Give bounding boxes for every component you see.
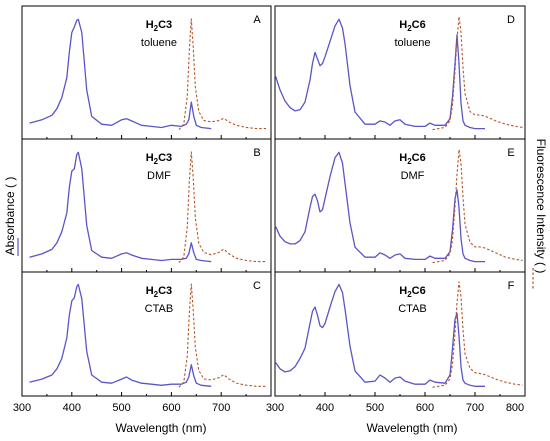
panel-letter: A: [253, 14, 261, 26]
x-tick-label: 300: [13, 402, 31, 414]
compound-label-sub: 2: [154, 290, 159, 299]
compound-label-sub: 2: [407, 157, 412, 166]
y-axis-label-right: Fluorescence Intensity ( ): [534, 139, 548, 274]
panel-letter: B: [253, 147, 260, 159]
panel-a: A H2C3 toluene: [21, 5, 272, 140]
panel-letter: E: [507, 147, 514, 159]
y-axis-label-left: Absorbance ( ): [3, 177, 17, 256]
panel-f: 300 400 500 600 700 800 F H2C6 CTAB: [266, 271, 526, 414]
panel-d: D H2C6 toluene: [274, 5, 526, 140]
x-tick-label: 500: [366, 402, 384, 414]
absorbance-line: [274, 283, 485, 387]
x-tick-label: 700: [466, 402, 484, 414]
compound-label: H2C6: [399, 19, 425, 33]
absorbance-line: [29, 283, 212, 387]
compound-label: H2C6: [399, 152, 425, 166]
compound-label-rest: C3: [158, 152, 172, 164]
compound-label-sub: 2: [154, 24, 159, 33]
solvent-label: toluene: [141, 37, 177, 49]
compound-label-sub: 2: [407, 290, 412, 299]
compound-label-rest: C3: [158, 285, 172, 297]
compound-label: H2C3: [146, 152, 172, 166]
panel-letter: C: [253, 280, 261, 292]
compound-label-sub: 2: [407, 24, 412, 33]
absorbance-line: [274, 18, 485, 130]
compound-label: H2C3: [146, 19, 172, 33]
compound-label-main: H: [146, 19, 154, 31]
x-tick-label: 500: [112, 402, 130, 414]
x-tick-label: 600: [162, 402, 180, 414]
compound-label-main: H: [146, 152, 154, 164]
compound-label-rest: C6: [412, 285, 426, 297]
compound-label-rest: C6: [412, 19, 426, 31]
compound-label-main: H: [146, 285, 154, 297]
absorbance-line: [274, 151, 485, 263]
y-axis-label-right-text: Fluorescence Intensity (: [534, 139, 548, 266]
compound-label-main: H: [399, 285, 407, 297]
panel-e: E H2C6 DMF: [274, 138, 526, 273]
compound-label-main: H: [399, 152, 407, 164]
solvent-label: toluene: [394, 37, 430, 49]
fluorescence-line: [432, 149, 523, 264]
absorbance-line: [29, 151, 212, 263]
compound-label-main: H: [399, 19, 407, 31]
x-tick-label: 700: [212, 402, 230, 414]
x-tick-label: 300: [266, 402, 284, 414]
svg-text:Fluorescence Intensity ( ): Fluorescence Intensity ( ): [534, 139, 548, 274]
x-axis-label-left: Wavelength (nm): [116, 421, 207, 435]
compound-label-rest: C3: [158, 19, 172, 31]
fluorescence-line: [432, 281, 523, 388]
fluorescence-line: [178, 151, 266, 264]
fluorescence-line: [178, 283, 266, 388]
x-tick-label: 600: [416, 402, 434, 414]
solvent-label: DMF: [147, 170, 171, 182]
compound-label-sub: 2: [154, 157, 159, 166]
fluorescence-line: [178, 18, 266, 131]
panel-letter: D: [507, 14, 515, 26]
solvent-label: CTAB: [398, 303, 427, 315]
solvent-label: CTAB: [145, 303, 174, 315]
panel-letter: F: [508, 280, 515, 292]
panel-c: 300 400 500 600 700 C H2C3 CTAB: [13, 271, 272, 414]
compound-label: H2C3: [146, 285, 172, 299]
y-axis-label-left-text: Absorbance (: [3, 184, 17, 255]
fluorescence-line: [432, 16, 523, 131]
x-tick-label: 400: [63, 402, 81, 414]
absorbance-line: [29, 18, 212, 130]
panel-b: B H2C3 DMF: [21, 138, 272, 273]
solvent-label: DMF: [401, 170, 425, 182]
x-tick-label: 800: [506, 402, 524, 414]
compound-label-rest: C6: [412, 152, 426, 164]
x-axis-label-right: Wavelength (nm): [367, 421, 458, 435]
x-tick-label: 400: [316, 402, 334, 414]
svg-text:Absorbance ( ): Absorbance ( ): [3, 177, 17, 256]
compound-label: H2C6: [399, 285, 425, 299]
